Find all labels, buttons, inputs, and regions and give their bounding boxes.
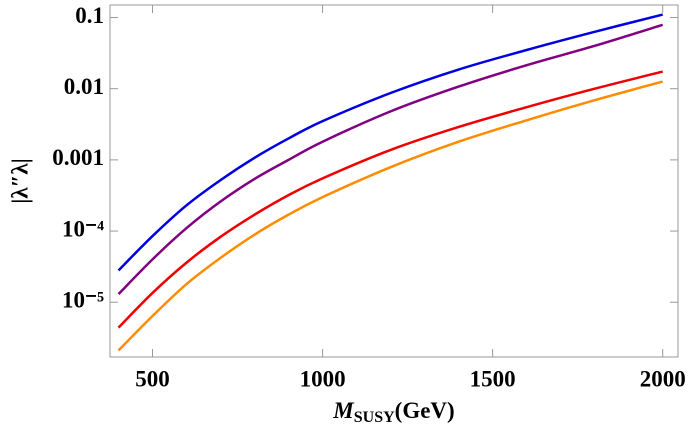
y-tick-label: 0.001 — [52, 145, 104, 170]
x-tick-label: 1500 — [470, 366, 516, 391]
x-axis-label: MSUSY(GeV) — [332, 398, 454, 425]
x-label-symbol: M — [332, 398, 355, 423]
series-line — [117, 80, 664, 352]
y-axis-label: |λ″λ| — [7, 158, 32, 203]
y-tick-label: 10⁻⁵ — [62, 288, 104, 313]
series-line — [117, 70, 664, 329]
series-line — [117, 13, 664, 272]
series-line — [117, 23, 664, 295]
x-tick-label: 500 — [135, 366, 170, 391]
x-label-unit: (GeV) — [395, 398, 455, 423]
x-label-subscript: SUSY — [354, 409, 395, 426]
y-tick-label: 0.1 — [75, 3, 104, 28]
x-tick-label: 1000 — [300, 366, 346, 391]
plot-frame — [109, 4, 679, 358]
y-tick-label: 0.01 — [64, 74, 104, 99]
y-tick-label: 10⁻⁴ — [62, 216, 104, 241]
x-tick-label: 2000 — [640, 366, 686, 391]
